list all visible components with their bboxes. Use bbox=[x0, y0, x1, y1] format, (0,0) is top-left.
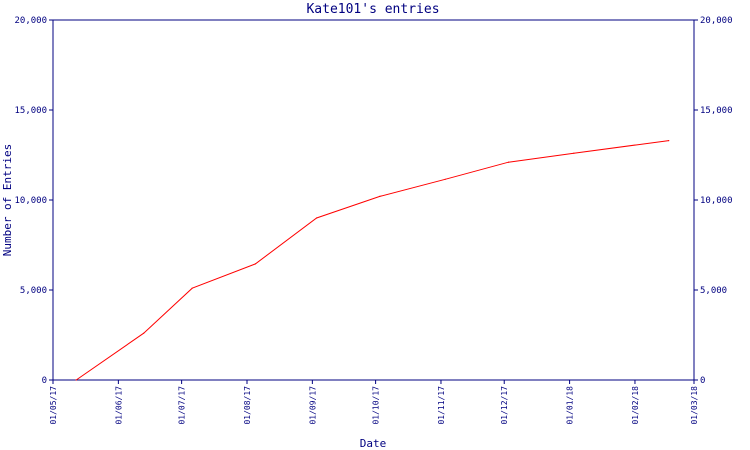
data-point bbox=[507, 161, 510, 163]
data-point bbox=[668, 140, 670, 142]
series-line bbox=[75, 140, 669, 381]
plot-border bbox=[52, 19, 695, 381]
data-point bbox=[143, 332, 145, 334]
data-point bbox=[315, 217, 318, 219]
data-point bbox=[254, 263, 257, 265]
data-point bbox=[75, 379, 77, 381]
data-point bbox=[191, 287, 193, 289]
x-tick-label: 01/05/17 bbox=[49, 386, 58, 425]
x-tick-label: 01/03/18 bbox=[690, 386, 699, 425]
y-axis-title: Number of Entries bbox=[1, 144, 14, 257]
y-tick-label-right: 15,000 bbox=[700, 106, 733, 116]
y-tick-label-right: 20,000 bbox=[700, 16, 733, 26]
x-axis-ticks: 01/05/17 01/06/17 01/07/17 01/08/17 01/09/17… bbox=[49, 380, 699, 425]
y-tick-label-left: 15,000 bbox=[14, 106, 47, 116]
data-point bbox=[444, 178, 446, 180]
series-group bbox=[75, 140, 670, 381]
y-tick-label-right: 5,000 bbox=[700, 286, 727, 296]
x-tick-label: 01/12/17 bbox=[500, 386, 509, 425]
x-tick-label: 01/02/18 bbox=[631, 386, 640, 425]
data-point bbox=[379, 195, 381, 197]
y-tick-label-right: 10,000 bbox=[700, 196, 733, 206]
x-tick-label: 01/01/18 bbox=[566, 386, 575, 425]
x-tick-label: 01/09/17 bbox=[308, 386, 317, 425]
x-axis-title: Date bbox=[360, 437, 387, 450]
x-tick-label: 01/06/17 bbox=[114, 386, 123, 425]
y-tick-label-left: 5,000 bbox=[20, 286, 47, 296]
y-tick-label-left: 20,000 bbox=[14, 16, 47, 26]
chart-title: Kate101's entries bbox=[306, 2, 439, 17]
y-tick-label-right: 0 bbox=[700, 376, 705, 386]
y-tick-label-left: 0 bbox=[42, 376, 47, 386]
x-tick-label: 01/11/17 bbox=[437, 386, 446, 425]
x-tick-label: 01/07/17 bbox=[178, 386, 187, 425]
x-tick-label: 01/08/17 bbox=[243, 386, 252, 425]
y-tick-label-left: 10,000 bbox=[14, 196, 47, 206]
x-tick-label: 01/10/17 bbox=[372, 386, 381, 425]
data-point bbox=[573, 152, 575, 154]
plot-frame bbox=[52, 19, 695, 381]
y-axis-ticks: 0 0 5,000 5,000 10,000 10,000 15,000 15,000 20,0… bbox=[14, 16, 732, 386]
